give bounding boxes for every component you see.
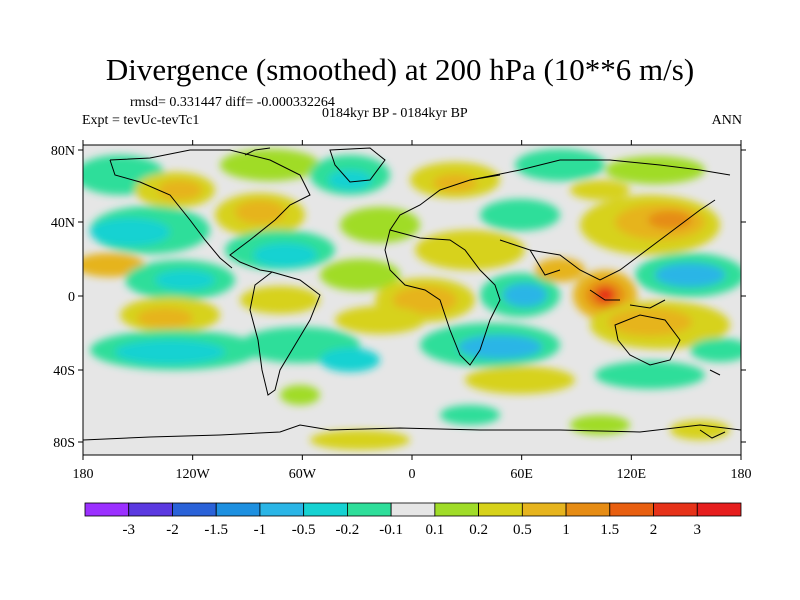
lon-tick-label: 0 [409,467,416,482]
colorbar-swatch [84,502,130,517]
colorbar-swatch [128,502,173,517]
colorbar-swatch [346,502,392,517]
colorbar-swatch [653,502,698,517]
lon-tick-label: 180 [73,467,94,482]
lon-tick-label: 120E [617,467,647,482]
colorbar-label: 1.5 [600,522,619,538]
lat-tick-label: 0 [68,290,75,305]
colorbar-label: 1 [562,522,570,538]
colorbar-swatch [215,502,261,517]
divergence-field [83,149,741,450]
colorbar-swatch [172,502,217,517]
colorbar-label: -0.1 [379,522,403,538]
colorbar-swatch [521,502,567,517]
colorbar-label: -0.2 [336,522,360,538]
colorbar: -3 -2 -1.5 -1 -0.5 -0.2 -0.1 0.1 0.2 0.5 1 1.5 2 3 [84,502,742,538]
colorbar-label: 3 [694,522,702,538]
colorbar-label: -2 [166,522,179,538]
lon-tick-label: 180 [731,467,752,482]
colorbar-label: 0.5 [513,522,532,538]
colorbar-swatch [434,502,480,517]
colorbar-swatch [390,502,436,517]
colorbar-label: -0.5 [292,522,316,538]
colorbar-label: -3 [122,522,135,538]
colorbar-label: 2 [650,522,658,538]
colorbar-swatch [303,502,348,517]
colorbar-swatch [696,502,742,517]
colorbar-swatch [609,502,654,517]
lat-tick-label: 80N [51,144,75,159]
colorbar-label: 0.1 [425,522,444,538]
season-label: ANN [711,113,742,128]
colorbar-label: -1 [254,522,267,538]
lat-tick-label: 40S [53,364,75,379]
colorbar-label: 0.2 [469,522,488,538]
lon-tick-label: 120W [176,467,211,482]
experiment-label: Expt = tevUc-tevTc1 [82,113,200,128]
lon-tick-label: 60W [289,467,317,482]
lat-tick-label: 80S [53,436,75,451]
map-title: Divergence (smoothed) at 200 hPa (10**6 … [105,52,695,87]
colorbar-swatch [478,502,523,517]
coastlines [83,147,741,441]
latitude-axis: 80N 40N 0 40S 80S [51,144,746,451]
colorbar-swatch [259,502,305,517]
colorbar-swatch [565,502,611,517]
period-label: 0184kyr BP - 0184kyr BP [322,106,468,121]
stats-label: rmsd= 0.331447 diff= -0.000332264 [130,95,335,110]
colorbar-label: -1.5 [204,522,228,538]
lon-tick-label: 60E [510,467,533,482]
longitude-axis: 180 120W 60W 0 60E 120E 180 [73,140,752,482]
lat-tick-label: 40N [51,216,75,231]
